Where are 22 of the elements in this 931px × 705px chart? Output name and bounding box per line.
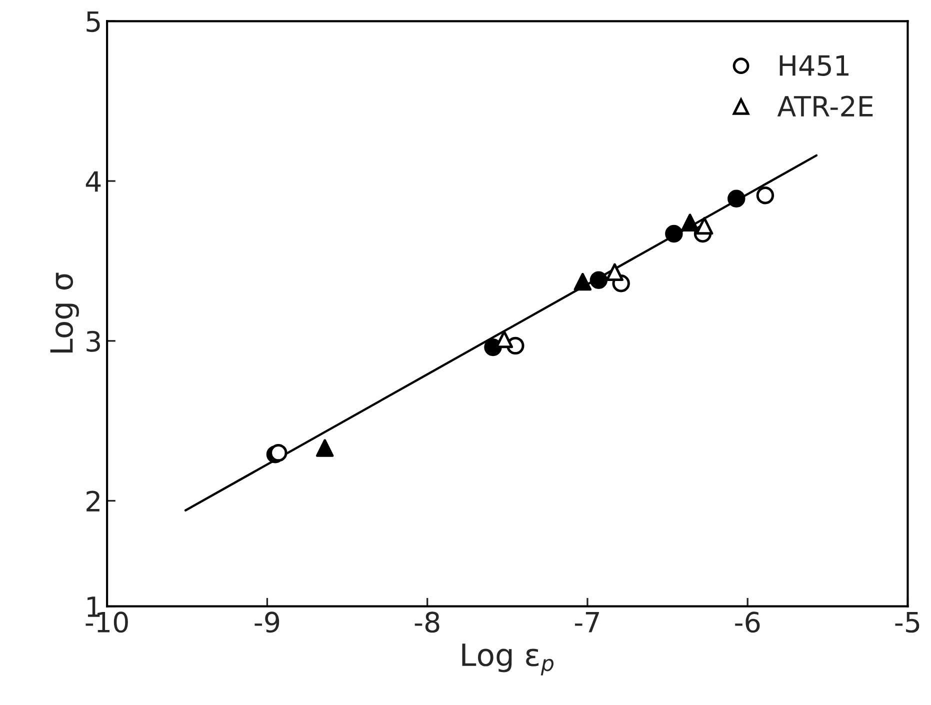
x-tick-label: -8 (414, 612, 440, 633)
y-tick-label: 4 (86, 171, 101, 192)
point (756, 186, 774, 204)
legend-label: ATR-2E (777, 96, 873, 116)
point (574, 272, 592, 291)
legend-label: H451 (780, 55, 848, 76)
point (665, 224, 683, 243)
y-axis-title: Log σ (50, 272, 79, 353)
y-tick-label: 5 (86, 11, 100, 32)
x-tick-label: -9 (254, 612, 280, 633)
point (316, 439, 334, 457)
y-tick-label: 2 (86, 490, 100, 512)
x-axis-title: Log ε$_{p}$ (462, 644, 554, 676)
point (696, 216, 714, 235)
y-tick-label: 3 (86, 330, 100, 352)
x-tick-label: -5 (895, 612, 920, 633)
point (590, 271, 608, 290)
point (728, 190, 746, 208)
x-tick-label: -7 (574, 612, 599, 632)
point (606, 263, 624, 282)
point (681, 214, 699, 232)
x-tick-label: -6 (735, 612, 760, 633)
